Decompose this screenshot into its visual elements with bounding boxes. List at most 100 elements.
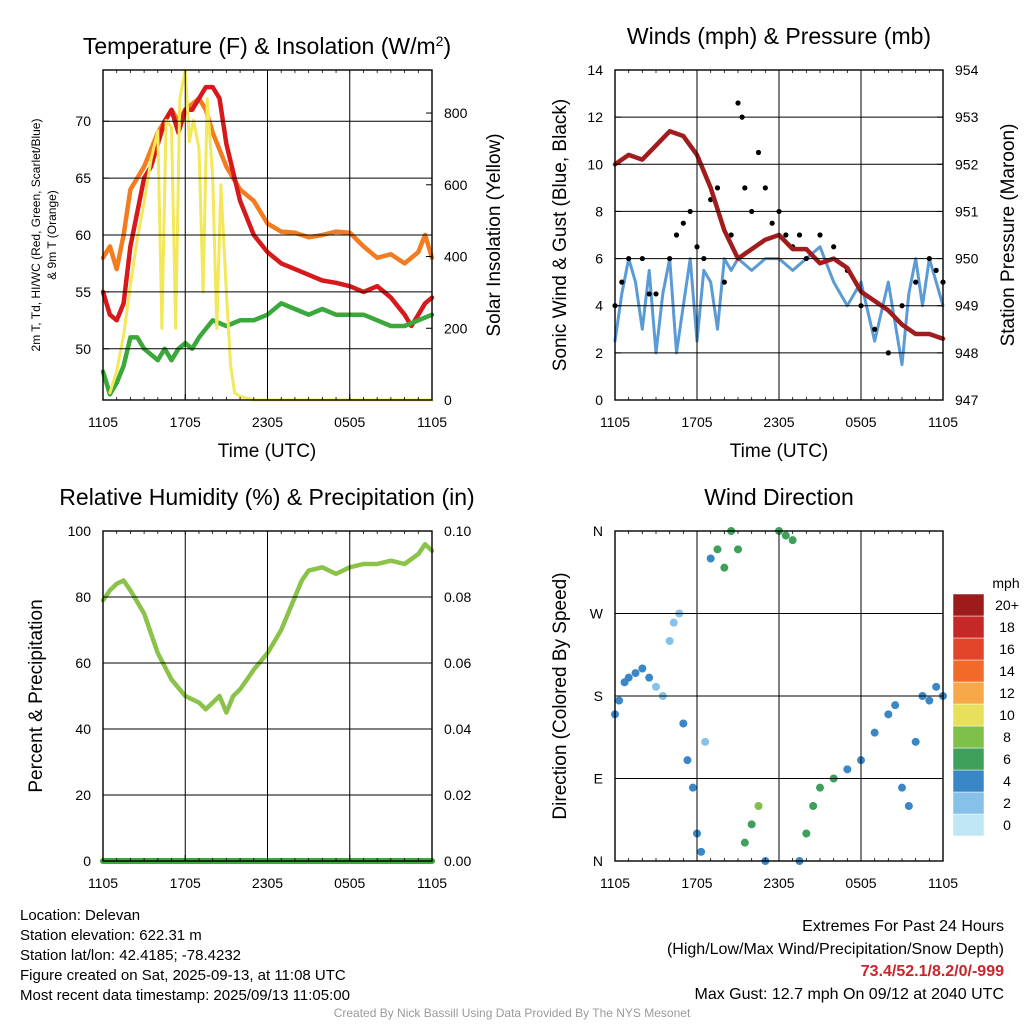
gust-point: [817, 232, 823, 238]
humidity-ytick-label-right: 0.06: [444, 655, 471, 671]
temperature-ylabel-right: Solar Insolation (Yellow): [484, 133, 505, 336]
humidity-ytick-label-right: 0.00: [444, 853, 471, 869]
direction-point: [665, 637, 674, 645]
humidity-xtick-label: 0505: [334, 875, 365, 891]
temperature-ytick-label: 65: [75, 170, 91, 186]
gust-point: [831, 244, 837, 250]
temperature-ytick-label-right: 200: [444, 320, 468, 336]
winds-ytick-label-right: 947: [955, 392, 979, 408]
humidity-xtick-label: 1105: [417, 875, 447, 891]
extremes-box: Extremes For Past 24 Hours (High/Low/Max…: [667, 916, 1004, 1006]
gust-point: [735, 100, 741, 106]
direction-xtick-label: 2305: [763, 875, 794, 891]
recent-data-text: Most recent data timestamp: 2025/09/13 1…: [20, 987, 350, 1004]
gust-point: [646, 291, 652, 297]
winds-ylabel-left: Sonic Wind & Gust (Blue, Black): [550, 99, 571, 371]
winds-ytick-label: 8: [595, 203, 603, 219]
direction-point: [809, 802, 818, 810]
colorbar-swatch: [952, 769, 985, 793]
elevation-text: Station elevation: 622.31 m: [20, 927, 202, 944]
direction-ytick-label: N: [593, 523, 603, 539]
direction-point: [925, 696, 934, 705]
winds-xtick-label: 0505: [845, 414, 876, 430]
direction-point: [932, 682, 941, 691]
direction-point: [747, 820, 756, 829]
station-info: Location: Delevan Station elevation: 622…: [20, 906, 350, 1006]
humidity-ytick-label: 60: [75, 655, 91, 671]
humidity-ylabel-left: Percent & Precipitation: [26, 599, 47, 792]
temperature-frame: [102, 69, 433, 401]
direction-point: [891, 701, 900, 710]
humidity-xtick-label: 2305: [252, 875, 283, 891]
humidity-panel-title: Relative Humidity (%) & Precipitation (i…: [59, 484, 474, 510]
winds-ytick-label: 14: [587, 62, 603, 78]
humidity-rh-series: [100, 541, 435, 715]
direction-xtick-label: 1105: [600, 875, 630, 891]
temperature-xtick-label: 1105: [88, 414, 118, 430]
winds-ytick-label-right: 953: [955, 109, 979, 125]
colorbar-swatch: [952, 813, 985, 837]
gust-point: [755, 149, 762, 156]
direction-point: [688, 783, 697, 792]
humidity-ytick-label-right: 0.08: [444, 589, 471, 605]
temperature-series-2: [100, 301, 435, 397]
temperature-ytick-label: 60: [75, 227, 91, 243]
colorbar-title: mph: [992, 575, 1019, 591]
colorbar-label: 10: [999, 707, 1015, 723]
winds-ytick-label-right: 951: [955, 203, 979, 219]
winds-ytick-label-right: 954: [955, 62, 979, 78]
colorbar-label: 18: [999, 619, 1015, 635]
temperature-ylabel-line2: & 9m T (Orange): [45, 190, 59, 280]
direction-ytick-label: W: [590, 606, 604, 622]
direction-point: [679, 719, 688, 728]
temperature-ytick-label: 55: [75, 284, 91, 300]
gust-point: [673, 232, 680, 238]
temperature-xtick-label: 0505: [334, 414, 365, 430]
humidity-xtick-label: 1705: [170, 875, 201, 891]
humidity-xtick-label: 1105: [88, 875, 118, 891]
credit-text: Created By Nick Bassill Using Data Provi…: [333, 1006, 691, 1020]
direction-ylabel-left: Direction (Colored By Speed): [550, 572, 571, 819]
direction-xtick-label: 0505: [845, 875, 876, 891]
figure-created-text: Figure created on Sat, 2025-09-13, at 11…: [20, 967, 346, 984]
direction-point: [740, 838, 749, 847]
colorbar-swatch: [952, 703, 985, 727]
colorbar-label: 16: [999, 641, 1015, 657]
winds-ytick-label: 6: [595, 251, 603, 267]
colorbar-swatch: [952, 593, 985, 617]
direction-point: [884, 710, 893, 719]
latlon-text: Station lat/lon: 42.4185; -78.4232: [20, 947, 242, 964]
direction-point: [734, 545, 742, 554]
temperature-ytick-label-right: 0: [444, 392, 452, 408]
direction-point: [802, 829, 811, 838]
colorbar-label: 4: [1003, 773, 1011, 789]
gust-point: [872, 326, 878, 332]
direction-point: [645, 673, 654, 682]
winds-frame: [614, 69, 944, 401]
direction-point: [631, 669, 640, 678]
direction-point: [843, 765, 852, 774]
winds-panel-title: Winds (mph) & Pressure (mb): [627, 23, 931, 49]
winds-ytick-label-right: 952: [955, 156, 979, 172]
humidity-ytick-label: 100: [68, 523, 92, 539]
gust-point: [721, 279, 727, 285]
gust-point: [714, 185, 721, 191]
gust-point: [913, 279, 919, 285]
humidity-ytick-label: 20: [75, 787, 91, 803]
direction-point: [816, 783, 824, 792]
winds-ytick-label: 12: [587, 109, 603, 125]
location-text: Location: Delevan: [20, 907, 141, 924]
colorbar-label: 8: [1003, 729, 1011, 745]
humidity-ytick-label: 40: [75, 721, 91, 737]
colorbar-swatch: [952, 725, 985, 749]
colorbar-label: 14: [999, 663, 1015, 679]
direction-point: [870, 728, 879, 737]
direction-point: [898, 783, 906, 792]
direction-panel-title: Wind Direction: [704, 484, 854, 510]
colorbar-swatch: [952, 659, 985, 683]
winds-ytick-label: 4: [595, 298, 603, 314]
gust-point: [796, 232, 803, 238]
temperature-panel-title: Temperature (F) & Insolation (W/m2): [83, 33, 451, 59]
direction-xtick-label: 1105: [928, 875, 958, 891]
